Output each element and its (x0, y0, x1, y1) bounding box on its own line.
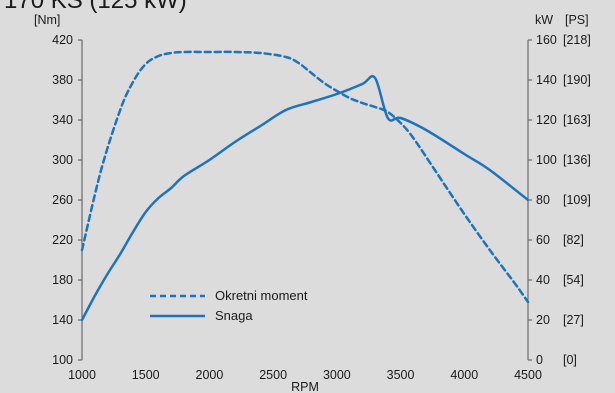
x-tick-label: 2500 (259, 368, 287, 382)
torque-series-line (80, 50, 530, 304)
y-right-kw-tick-label: 80 (536, 193, 550, 207)
y-right-ps-tick-label: [54] (563, 273, 584, 287)
x-tick-label: 1500 (132, 368, 160, 382)
y-right-kw-tick-label: 20 (536, 313, 550, 327)
y-left-tick-label: 100 (52, 353, 73, 367)
y-right-ps-tick-label: [218] (563, 33, 591, 47)
y-right-kw-tick-label: 40 (536, 273, 550, 287)
y-right-ps-tick-label: [190] (563, 73, 591, 87)
y-right-ps-tick-label: [0] (563, 353, 577, 367)
right-axis-unit-kw: kW (535, 13, 553, 27)
y-left-tick-label: 340 (52, 113, 73, 127)
y-right-kw-tick-label: 60 (536, 233, 550, 247)
y-right-ps-tick-label: [27] (563, 313, 584, 327)
y-left-tick-label: 180 (52, 273, 73, 287)
y-left-tick-label: 380 (52, 73, 73, 87)
y-left-tick-label: 260 (52, 193, 73, 207)
legend: Okretni moment Snaga (150, 288, 308, 323)
y-right-ps-tick-label: [109] (563, 193, 591, 207)
power-series-line (80, 74, 530, 322)
legend-label-power: Snaga (215, 308, 253, 323)
y-right-kw-tick-label: 160 (536, 33, 557, 47)
y-right-ps-tick-label: [82] (563, 233, 584, 247)
y-left-tick-label: 140 (52, 313, 73, 327)
y-left-tick-label: 420 (52, 33, 73, 47)
y-right-ps-tick-label: [163] (563, 113, 591, 127)
y-left-tick-label: 300 (52, 153, 73, 167)
x-tick-label: 2000 (196, 368, 224, 382)
y-right-kw-tick-label: 140 (536, 73, 557, 87)
y-right-kw-tick-label: 120 (536, 113, 557, 127)
left-axis-unit: [Nm] (34, 13, 60, 27)
x-tick-label: 3500 (387, 368, 415, 382)
chart-title: 170 KS (125 kW) (4, 0, 187, 14)
x-tick-label: 3000 (323, 368, 351, 382)
y-right-kw-tick-label: 100 (536, 153, 557, 167)
x-tick-label: 1000 (68, 368, 96, 382)
right-axis-unit-ps: [PS] (565, 13, 589, 27)
tick-labels: 420 380 340 300 260 220 180 140 100 160 [218] 140 [1… (52, 33, 591, 382)
x-tick-label: 4500 (514, 368, 542, 382)
y-right-kw-tick-label: 0 (536, 353, 543, 367)
x-axis-label: RPM (291, 380, 319, 393)
y-left-tick-label: 220 (52, 233, 73, 247)
y-right-ps-tick-label: [136] (563, 153, 591, 167)
legend-label-torque: Okretni moment (215, 288, 308, 303)
x-tick-label: 4000 (450, 368, 478, 382)
series-lines (80, 50, 530, 322)
